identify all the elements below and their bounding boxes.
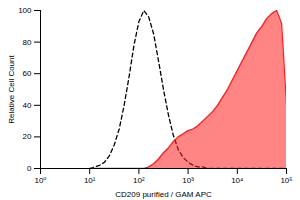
svg-text:20: 20: [23, 132, 32, 141]
svg-text:100: 100: [18, 6, 32, 15]
svg-text:10³: 10³: [182, 176, 194, 185]
svg-text:10²: 10²: [133, 176, 145, 185]
svg-text:60: 60: [23, 69, 32, 78]
svg-text:40: 40: [23, 101, 32, 110]
svg-text:Relative Cell Count: Relative Cell Count: [7, 54, 16, 123]
svg-text:10¹: 10¹: [84, 176, 96, 185]
svg-text:80: 80: [23, 38, 32, 47]
svg-text:10⁰: 10⁰: [34, 176, 46, 185]
svg-text:CD209 purified / GAM APC: CD209 purified / GAM APC: [115, 190, 212, 199]
svg-text:10⁴: 10⁴: [231, 176, 244, 185]
svg-text:0: 0: [27, 164, 32, 173]
svg-text:10⁵: 10⁵: [280, 176, 292, 185]
